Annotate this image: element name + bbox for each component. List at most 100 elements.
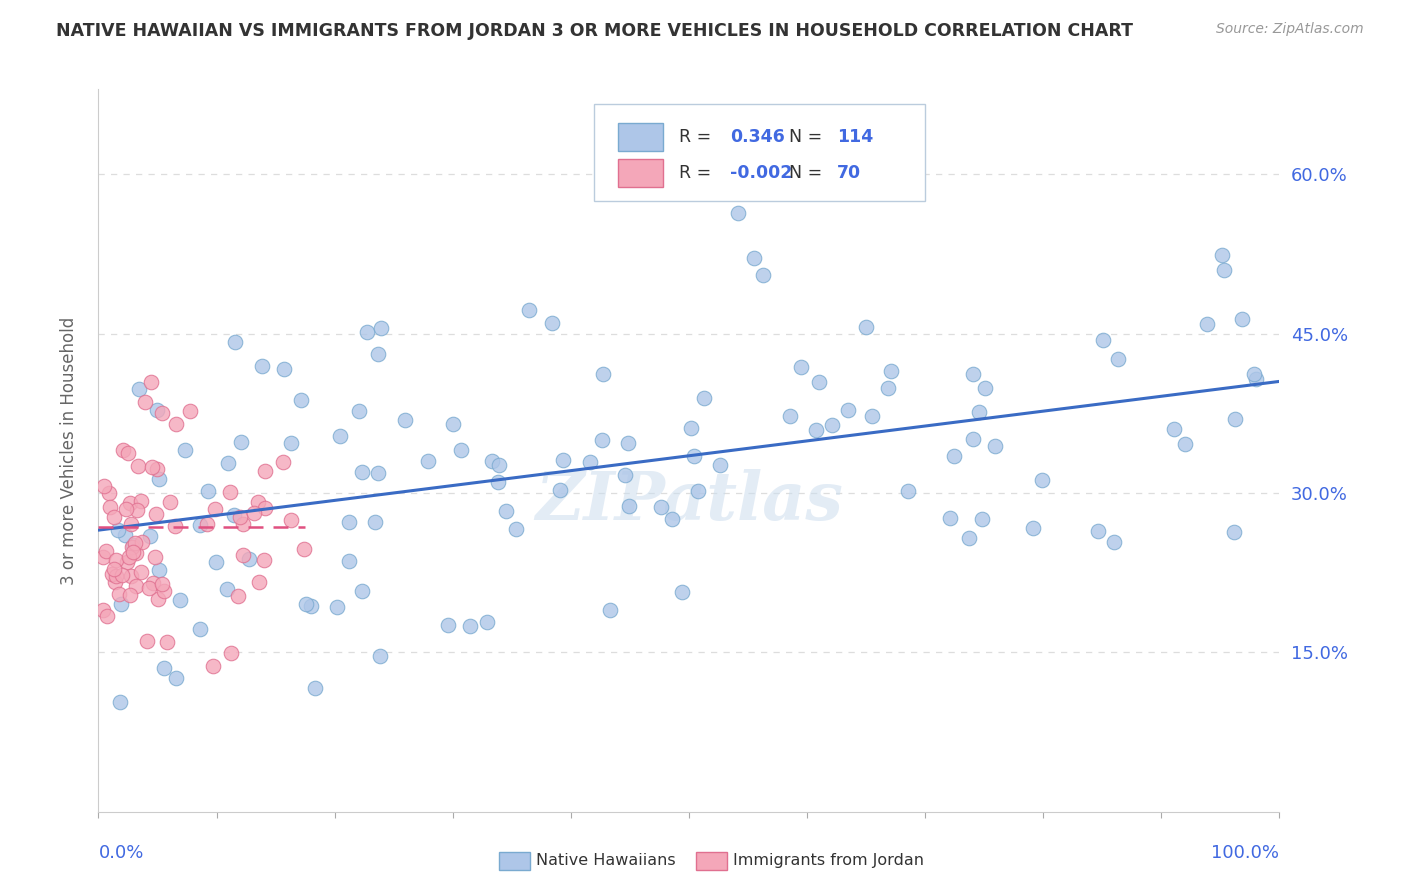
Point: [943, 449, 966, 463]
Y-axis label: 3 or more Vehicles in Household: 3 or more Vehicles in Household: [59, 317, 77, 584]
Point: [246, 495, 269, 509]
Point: [877, 381, 900, 395]
Point: [505, 522, 527, 536]
Point: [1163, 422, 1185, 436]
Point: [1022, 521, 1045, 535]
Point: [219, 646, 242, 660]
Point: [143, 549, 166, 564]
Point: [437, 617, 460, 632]
Point: [1091, 333, 1114, 347]
Point: [204, 502, 226, 516]
Point: [148, 591, 170, 606]
Point: [107, 524, 129, 538]
Point: [226, 589, 249, 603]
Point: [91, 602, 114, 616]
Point: [347, 404, 370, 418]
Point: [253, 553, 276, 567]
FancyBboxPatch shape: [595, 103, 925, 202]
Point: [253, 464, 276, 478]
Point: [280, 435, 302, 450]
Point: [619, 499, 641, 513]
Point: [1104, 535, 1126, 549]
Point: [683, 449, 706, 463]
Point: [179, 404, 201, 418]
Point: [974, 381, 997, 395]
Text: N =: N =: [789, 164, 828, 182]
Point: [195, 517, 218, 532]
Point: [352, 465, 374, 479]
Point: [100, 500, 122, 514]
Point: [1223, 524, 1246, 539]
Point: [91, 550, 114, 565]
Point: [579, 455, 602, 469]
Point: [127, 458, 149, 473]
Point: [548, 483, 571, 497]
Point: [145, 507, 167, 521]
Point: [103, 562, 125, 576]
Point: [104, 569, 127, 583]
Point: [142, 576, 165, 591]
Point: [519, 302, 541, 317]
Point: [1174, 437, 1197, 451]
Point: [110, 597, 132, 611]
Point: [120, 588, 142, 602]
Point: [1225, 412, 1247, 426]
Point: [1230, 312, 1253, 326]
Point: [145, 402, 167, 417]
Point: [94, 543, 117, 558]
Point: [337, 553, 360, 567]
Point: [105, 553, 128, 567]
Point: [304, 681, 326, 696]
Point: [416, 454, 439, 468]
Point: [108, 587, 131, 601]
Point: [159, 494, 181, 508]
Point: [218, 485, 240, 500]
Point: [367, 347, 389, 361]
Point: [121, 541, 143, 555]
Point: [742, 252, 765, 266]
Point: [129, 565, 152, 579]
Point: [174, 443, 197, 458]
Point: [790, 359, 813, 374]
Point: [337, 516, 360, 530]
Point: [120, 496, 142, 510]
Point: [475, 615, 498, 630]
Point: [1087, 524, 1109, 538]
Point: [804, 423, 827, 437]
Point: [104, 575, 127, 590]
Point: [224, 335, 246, 350]
Point: [616, 436, 638, 450]
Point: [205, 555, 228, 569]
Point: [897, 484, 920, 499]
Point: [93, 479, 115, 493]
Text: NATIVE HAWAIIAN VS IMMIGRANTS FROM JORDAN 3 OR MORE VEHICLES IN HOUSEHOLD CORREL: NATIVE HAWAIIAN VS IMMIGRANTS FROM JORDA…: [56, 22, 1133, 40]
Point: [150, 406, 173, 420]
Point: [238, 551, 260, 566]
Point: [370, 320, 392, 334]
Text: 100.0%: 100.0%: [1212, 844, 1279, 863]
Point: [124, 579, 146, 593]
Point: [591, 433, 613, 447]
Point: [368, 649, 391, 664]
Point: [671, 584, 693, 599]
Point: [1244, 372, 1267, 386]
Point: [250, 359, 273, 373]
Point: [273, 362, 295, 376]
Point: [222, 508, 245, 522]
Point: [984, 438, 1007, 452]
Point: [163, 518, 186, 533]
Point: [292, 541, 315, 556]
Point: [118, 550, 141, 565]
Point: [1107, 352, 1129, 367]
Point: [115, 555, 138, 569]
Text: 0.0%: 0.0%: [98, 844, 143, 863]
Text: Native Hawaiians: Native Hawaiians: [536, 854, 675, 868]
Point: [152, 577, 174, 591]
Point: [495, 503, 517, 517]
Point: [450, 443, 472, 458]
Point: [329, 429, 352, 443]
Point: [136, 633, 159, 648]
Point: [218, 456, 240, 470]
Point: [190, 517, 212, 532]
Point: [128, 382, 150, 396]
